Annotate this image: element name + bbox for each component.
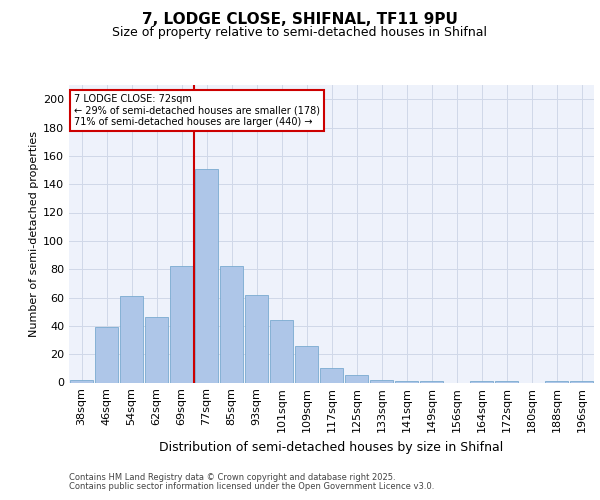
Bar <box>220 266 243 382</box>
Bar <box>545 381 568 382</box>
Bar <box>320 368 343 382</box>
Bar <box>70 380 93 382</box>
Bar <box>295 346 318 383</box>
Bar <box>270 320 293 382</box>
Bar <box>245 294 268 382</box>
Bar <box>95 327 118 382</box>
Bar <box>345 376 368 382</box>
X-axis label: Distribution of semi-detached houses by size in Shifnal: Distribution of semi-detached houses by … <box>160 440 503 454</box>
Text: Contains public sector information licensed under the Open Government Licence v3: Contains public sector information licen… <box>69 482 434 491</box>
Bar <box>195 168 218 382</box>
Bar <box>170 266 193 382</box>
Bar <box>370 380 393 382</box>
Text: 7 LODGE CLOSE: 72sqm
← 29% of semi-detached houses are smaller (178)
71% of semi: 7 LODGE CLOSE: 72sqm ← 29% of semi-detac… <box>74 94 320 127</box>
Bar <box>470 381 493 382</box>
Text: Contains HM Land Registry data © Crown copyright and database right 2025.: Contains HM Land Registry data © Crown c… <box>69 472 395 482</box>
Bar <box>570 381 593 382</box>
Bar <box>395 381 418 382</box>
Bar <box>120 296 143 382</box>
Bar <box>495 381 518 382</box>
Bar <box>420 381 443 382</box>
Y-axis label: Number of semi-detached properties: Number of semi-detached properties <box>29 130 39 337</box>
Bar <box>145 318 168 382</box>
Text: Size of property relative to semi-detached houses in Shifnal: Size of property relative to semi-detach… <box>113 26 487 39</box>
Text: 7, LODGE CLOSE, SHIFNAL, TF11 9PU: 7, LODGE CLOSE, SHIFNAL, TF11 9PU <box>142 12 458 28</box>
